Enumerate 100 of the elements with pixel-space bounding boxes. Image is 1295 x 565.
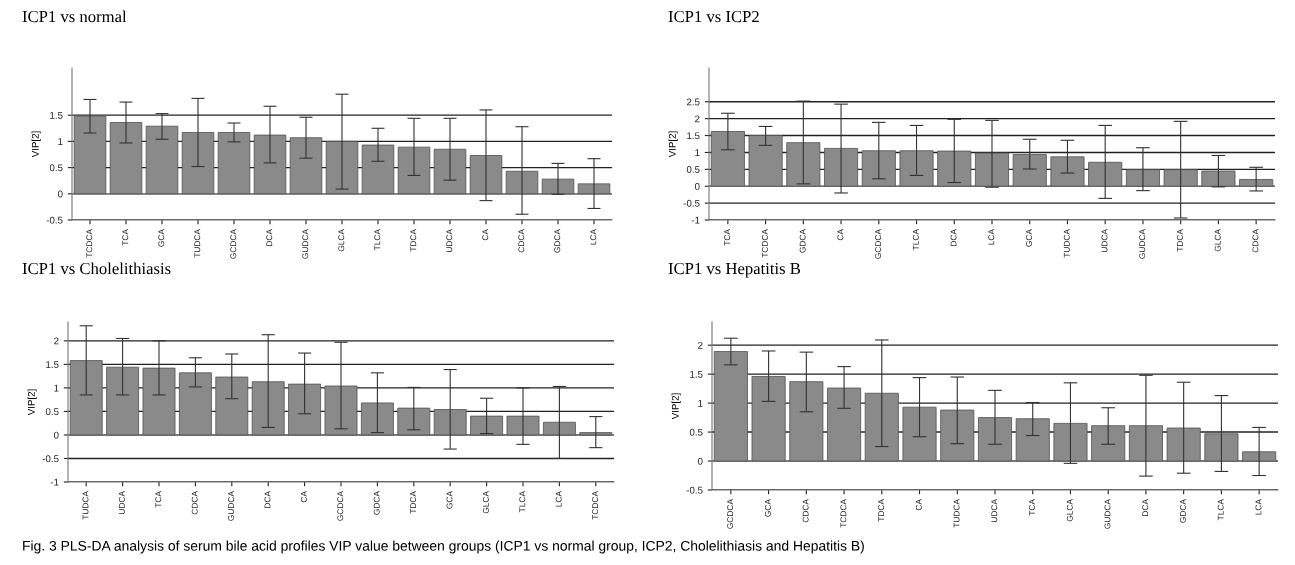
chart-title: ICP1 vs ICP2 [668,10,759,23]
bar [253,134,287,195]
x-tick-label: DCA [264,491,271,508]
bar [827,387,862,462]
x-tick-label: GUDCA [1104,499,1111,529]
x-tick-label: UDCA [1101,229,1108,252]
x-tick-label: TDCA [1177,229,1183,252]
x-tick-label: DCA [266,229,273,246]
bar [289,137,323,195]
x-tick-label: GLCA [1214,229,1221,252]
y-tick-label: -0.5 [46,216,63,224]
x-tick-label: TCA [1029,499,1035,516]
bar [713,351,748,462]
x-tick-label: TUDCA [82,491,89,520]
bar [109,122,143,195]
y-tick-label: 1.5 [687,132,700,140]
bar [215,376,249,436]
x-tick-label: TCDCA [840,499,847,528]
bar [579,432,613,436]
x-tick-label: GLCA [1066,499,1073,522]
x-tick-label: GCDCA [230,229,237,259]
bar [541,178,575,195]
x-tick-label: CA [915,499,922,511]
chart-title: ICP1 vs normal [22,10,127,23]
y-axis-title: VIP[2] [31,131,41,158]
x-tick-label: CDCA [191,491,198,515]
bar [751,376,786,462]
bar [789,381,824,462]
x-tick-label: TUDCA [1063,229,1070,258]
x-tick-label: GLCA [338,229,345,252]
x-tick-label: GUDCA [302,229,309,259]
bar [1166,427,1201,462]
y-tick-label: 1 [58,138,63,145]
x-tick-label: GCDCA [727,499,734,529]
x-tick-label: GDCA [1180,499,1186,523]
x-tick-label: GDCA [554,229,561,253]
x-tick-label: GCA [1026,229,1032,247]
chart-title: ICP1 vs Cholelithiasis [22,262,171,275]
x-tick-label: UDCA [446,229,453,252]
y-tick-label: 0.5 [686,166,700,173]
y-tick-label: 1 [695,149,700,156]
bar [178,372,212,436]
x-tick-label: TLCA [1217,499,1224,521]
x-tick-label: CA [300,491,307,503]
x-tick-label: TCA [122,229,129,246]
caption: Fig. 3 PLS-DA analysis of serum bile acid profiles VIP value between groups (ICP1 vs normal group, ICP2, Cholelithiasis and Hepatitis B) [23,540,864,554]
x-tick-label: CDCA [1252,229,1259,253]
x-tick-label: LCA [988,229,995,245]
x-tick-label: GUDCA [228,491,235,521]
bar [505,170,539,195]
x-tick-label: GCA [446,491,453,509]
x-tick-label: TLCA [519,491,526,513]
y-tick-label: -1 [50,478,59,486]
y-tick-label: 1.5 [690,370,703,378]
x-tick-label: CA [837,229,844,241]
x-tick-label: CDCA [802,499,809,523]
bar [469,155,503,195]
x-tick-label: GCDCA [337,491,344,521]
bar [748,135,783,187]
x-tick-label: TDCA [878,499,885,522]
x-tick-label: TCDCA [592,491,599,520]
bar [1050,156,1085,187]
bar [710,131,745,187]
y-tick-label: 1.5 [46,361,59,368]
bar [1242,451,1277,462]
y-axis-title: VIP[2] [27,389,37,416]
x-tick-label: DCA [1142,499,1149,516]
x-tick-label: TDCA [410,229,417,252]
x-tick-label: DCA [950,229,957,246]
y-tick-label: 0.5 [45,408,59,416]
bar [1204,433,1239,462]
x-tick-label: TDCA [410,491,417,514]
y-tick-label: 0.5 [49,164,63,172]
x-tick-label: UDCA [118,491,125,514]
y-tick-label: 1 [698,399,703,407]
x-tick-label: TCA [724,229,731,246]
x-tick-label: GDCA [799,229,806,253]
bar [1088,161,1123,187]
bar [1163,169,1198,187]
x-tick-label: GUDCA [1139,229,1146,259]
bar [145,125,179,195]
y-tick-label: 0.5 [689,428,703,436]
x-tick-label: GDCA [373,491,380,515]
bar [1239,179,1274,187]
bar [506,415,540,436]
bar [577,183,611,195]
x-tick-label: TLCA [374,229,381,251]
bar [824,147,859,187]
x-tick-label: TCDCA [761,229,768,258]
x-tick-label: GCA [158,229,165,247]
y-tick-label: 1.5 [50,112,63,119]
bar [217,132,251,195]
bar [142,367,176,436]
bar [1128,425,1163,462]
bar [1125,169,1160,187]
x-tick-label: TUDCA [953,499,960,528]
bar [542,421,576,436]
bar [1015,418,1050,462]
bar [433,409,467,436]
y-tick-label: -0.5 [683,199,700,207]
